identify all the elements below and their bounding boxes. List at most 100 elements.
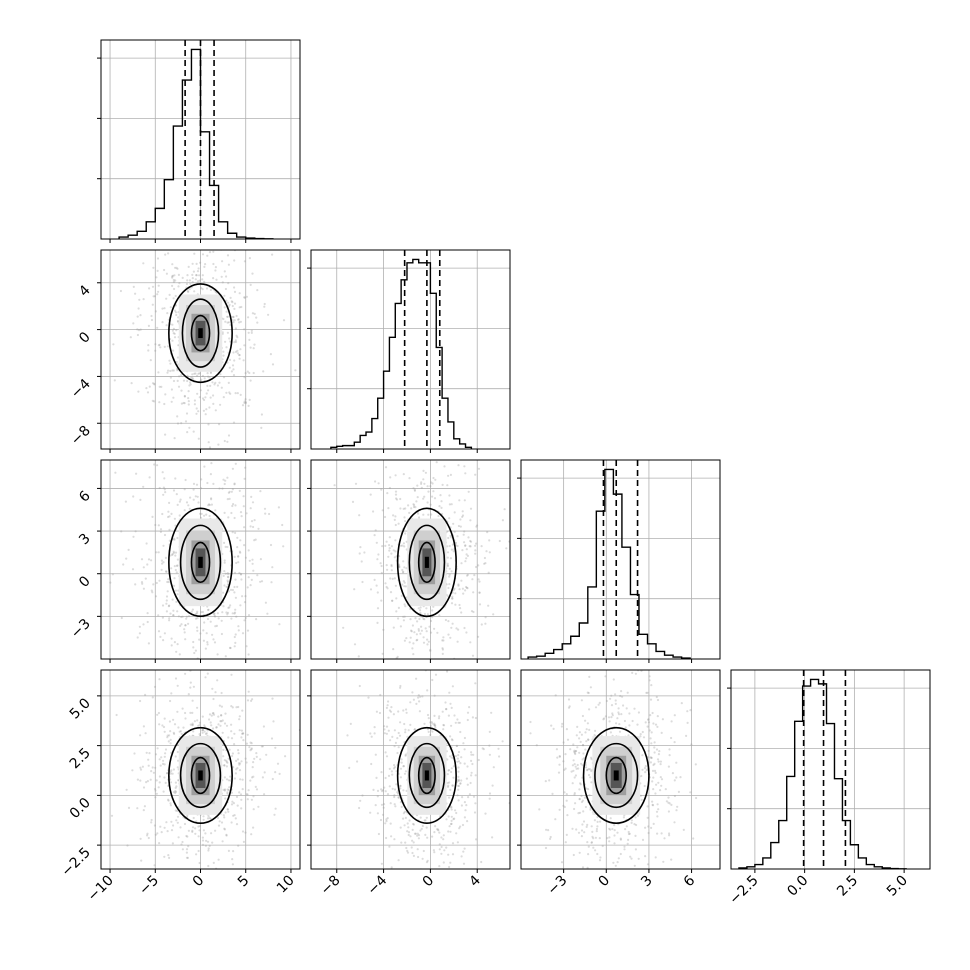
scatter-point — [586, 823, 589, 827]
scatter-point — [449, 473, 452, 476]
scatter-point — [201, 729, 205, 732]
scatter-point — [464, 589, 467, 592]
scatter-point — [203, 398, 206, 402]
scatter-point — [590, 758, 593, 761]
scatter-point — [241, 830, 245, 833]
scatter-point — [385, 836, 388, 840]
scatter-point — [356, 760, 359, 763]
scatter-point — [241, 778, 244, 781]
scatter-point — [278, 623, 281, 626]
scatter-point — [240, 736, 243, 739]
scatter-point — [176, 750, 179, 754]
scatter-point — [156, 257, 160, 260]
scatter-point — [143, 805, 146, 808]
scatter-point — [646, 725, 649, 728]
scatter-point — [419, 606, 422, 609]
scatter-point — [208, 844, 211, 848]
scatter-point — [201, 729, 204, 732]
scatter-point — [654, 792, 657, 795]
scatter-point — [183, 402, 186, 405]
scatter-point — [201, 253, 205, 256]
scatter-point — [216, 653, 219, 656]
scatter-point — [381, 509, 384, 512]
scatter-point — [175, 360, 178, 364]
scatter-point — [126, 844, 129, 847]
scatter-point — [163, 776, 166, 779]
scatter-point — [189, 282, 192, 285]
scatter-point — [448, 575, 451, 578]
scatter-point — [558, 808, 561, 811]
scatter-point — [252, 347, 255, 350]
scatter-point — [184, 638, 187, 641]
scatter-point — [396, 655, 399, 659]
scatter-point — [207, 608, 210, 611]
scatter-point — [589, 882, 591, 884]
scatter-point — [452, 550, 455, 553]
scatter-point — [649, 756, 652, 759]
scatter-point — [139, 328, 142, 331]
scatter-point — [454, 721, 457, 724]
scatter-point — [360, 560, 363, 563]
scatter-point — [191, 373, 194, 376]
scatter-point — [407, 833, 410, 837]
scatter-point — [153, 864, 156, 867]
scatter-point — [655, 783, 658, 786]
scatter-point — [184, 624, 187, 627]
scatter-point — [427, 513, 430, 516]
scatter-point — [250, 798, 253, 801]
scatter-point — [186, 856, 189, 860]
scatter-point — [450, 626, 453, 629]
scatter-point — [457, 721, 460, 724]
scatter-point — [630, 857, 633, 860]
scatter-point — [173, 517, 176, 520]
scatter-point — [201, 219, 203, 221]
scatter-point — [226, 575, 230, 578]
panel-frame — [520, 459, 721, 660]
scatter-point — [653, 741, 656, 744]
scatter-point — [390, 866, 393, 869]
scatter-point — [451, 595, 454, 598]
scatter-point — [237, 625, 240, 628]
scatter-point — [142, 725, 145, 728]
scatter-point — [399, 784, 402, 788]
scatter-point — [173, 584, 176, 588]
scatter-point — [388, 709, 391, 712]
scatter-point — [165, 570, 168, 573]
scatter-point — [388, 544, 391, 547]
scatter-point — [194, 649, 197, 652]
scatter-point — [210, 457, 212, 459]
scatter-point — [427, 717, 430, 720]
scatter-point — [151, 515, 154, 519]
scatter-point — [149, 359, 152, 362]
scatter-point — [665, 800, 669, 803]
scatter-point — [239, 393, 242, 396]
scatter-point — [464, 544, 467, 548]
scatter-point — [594, 836, 598, 839]
scatter-point — [207, 504, 210, 507]
scatter-point — [444, 618, 447, 622]
scatter-point — [119, 289, 122, 293]
scatter-point — [446, 562, 449, 565]
scatter-point — [633, 823, 636, 826]
scatter-point — [245, 645, 248, 648]
scatter-point — [402, 765, 405, 768]
scatter-point — [454, 755, 457, 758]
scatter-point — [171, 329, 174, 332]
scatter-point — [619, 837, 622, 840]
scatter-point — [224, 340, 227, 343]
scatter-point — [238, 763, 241, 766]
scatter-point — [177, 779, 180, 782]
scatter-point — [215, 726, 218, 729]
scatter-point — [194, 372, 197, 375]
scatter-point — [586, 769, 589, 772]
scatter-point — [166, 590, 169, 593]
scatter-point — [626, 842, 629, 845]
scatter-point — [223, 788, 227, 791]
scatter-point — [154, 595, 158, 598]
scatter-point — [163, 717, 166, 720]
scatter-point — [381, 545, 384, 548]
scatter-point — [602, 647, 604, 649]
scatter-point — [442, 861, 445, 864]
scatter-point — [232, 850, 235, 853]
